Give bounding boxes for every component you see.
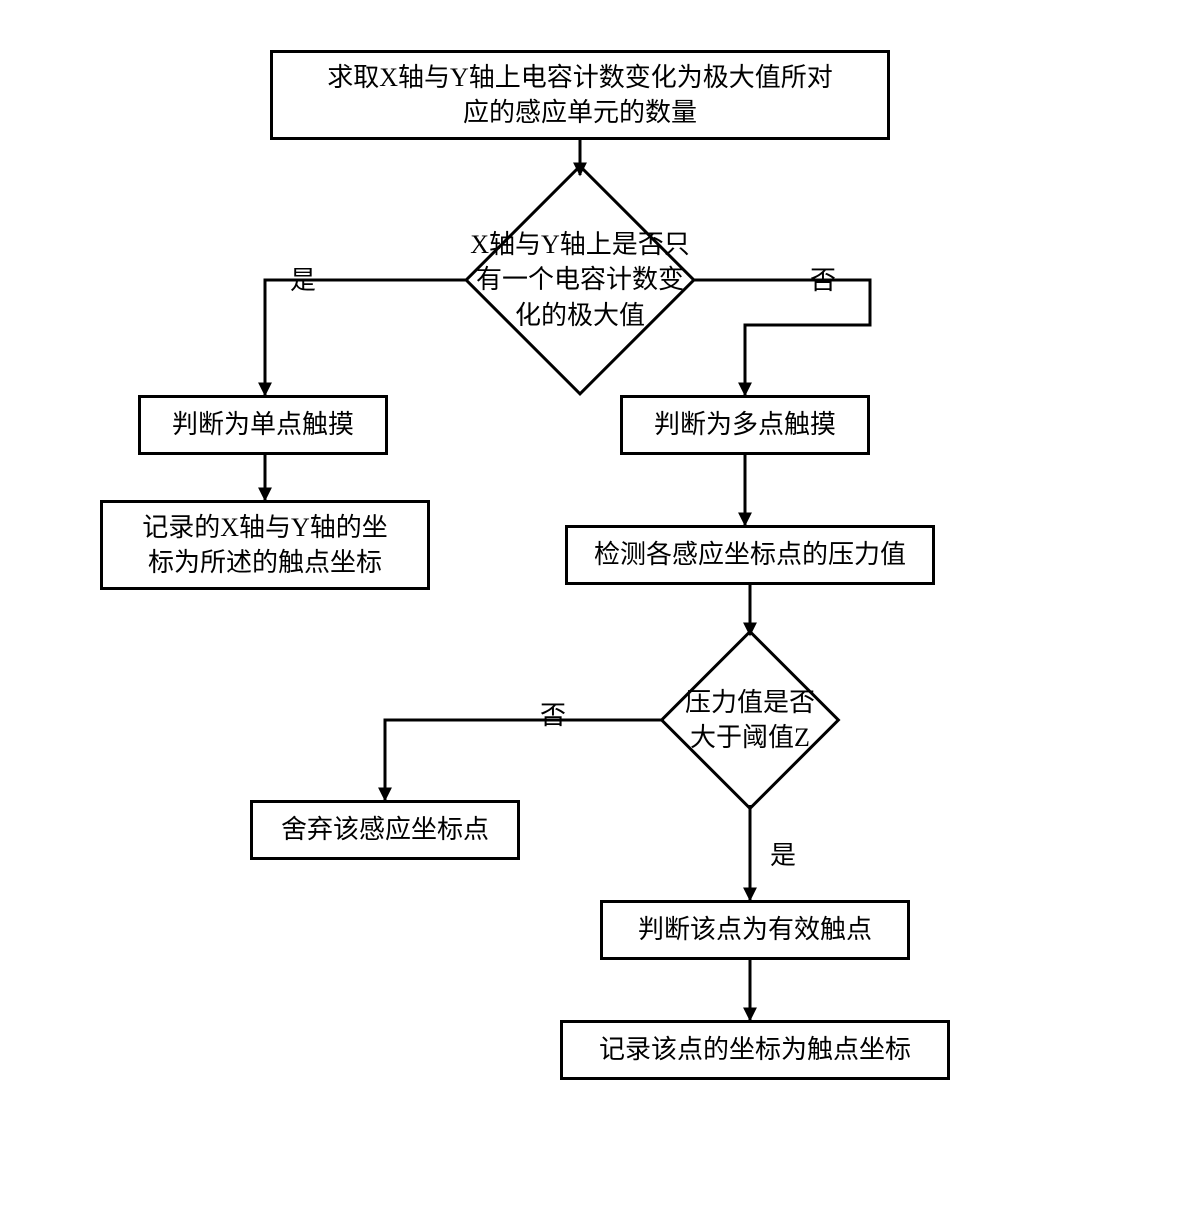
node-text: 判断为单点触摸 [172, 407, 354, 442]
node-text: 求取X轴与Y轴上电容计数变化为极大值所对应的感应单元的数量 [327, 60, 833, 130]
decision-single-multi: X轴与Y轴上是否只有一个电容计数变化的极大值 [465, 165, 695, 395]
node-text: 舍弃该感应坐标点 [281, 812, 489, 847]
edge-label: 是 [290, 260, 316, 297]
node-start: 求取X轴与Y轴上电容计数变化为极大值所对应的感应单元的数量 [270, 50, 890, 140]
edge-label: 否 [810, 260, 836, 297]
decision-text: 压力值是否大于阈值Z [685, 685, 815, 755]
node-record-coord: 记录该点的坐标为触点坐标 [560, 1020, 950, 1080]
edge-label: 否 [540, 695, 566, 732]
node-discard-point: 舍弃该感应坐标点 [250, 800, 520, 860]
node-detect-pressure: 检测各感应坐标点的压力值 [565, 525, 935, 585]
node-text: 检测各感应坐标点的压力值 [594, 537, 906, 572]
decision-pressure-threshold: 压力值是否大于阈值Z [660, 630, 840, 810]
node-text: 记录的X轴与Y轴的坐标为所述的触点坐标 [142, 510, 388, 580]
decision-text: X轴与Y轴上是否只有一个电容计数变化的极大值 [470, 227, 690, 332]
node-valid-touch: 判断该点为有效触点 [600, 900, 910, 960]
node-text: 判断该点为有效触点 [638, 912, 872, 947]
node-multi-touch: 判断为多点触摸 [620, 395, 870, 455]
edge-label: 是 [770, 835, 796, 872]
node-single-touch: 判断为单点触摸 [138, 395, 388, 455]
node-text: 记录该点的坐标为触点坐标 [599, 1032, 911, 1067]
node-record-xy: 记录的X轴与Y轴的坐标为所述的触点坐标 [100, 500, 430, 590]
node-text: 判断为多点触摸 [654, 407, 836, 442]
